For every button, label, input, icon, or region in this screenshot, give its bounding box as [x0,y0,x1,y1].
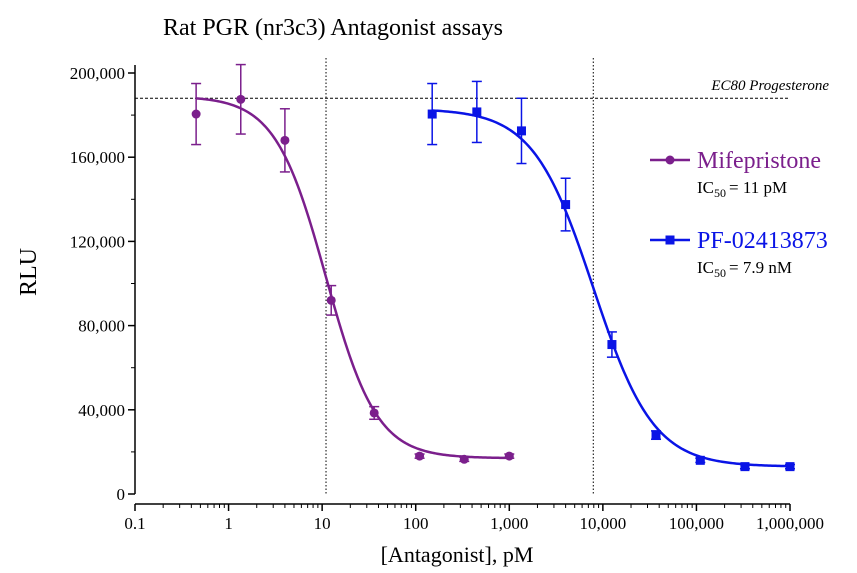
ic50-value-mifepristone: = 11 pM [729,178,787,197]
x-tick-label: 10 [314,514,331,533]
data-point [561,200,571,210]
ic50-label-mifepristone: IC50 = 11 pM [697,178,787,200]
legend-item-mifepristone: Mifepristone IC50 = 11 pM [650,148,821,200]
x-tick-label: 1 [224,514,233,533]
y-tick-label: 120,000 [70,232,125,251]
y-tick-label: 200,000 [70,64,125,83]
legend-item-pf-02413873: PF-02413873 IC50 = 7.9 nM [650,228,828,280]
fit-curve-pf-02413873 [432,109,791,468]
x-tick-label: 1,000 [490,514,528,533]
legend: Mifepristone IC50 = 11 pM PF-02413873 IC5… [650,148,828,280]
data-point [326,295,336,305]
legend-marker-mifepristone [665,155,675,165]
ic50-subscript: 50 [714,266,726,280]
data-point [280,135,290,145]
ec80-reference-label: EC80 Progesterone [710,78,829,94]
data-point [415,451,425,461]
series-layer [191,63,795,472]
series-pf-02413873 [427,80,795,472]
data-point [427,109,437,119]
legend-marker-pf-02413873 [665,235,675,245]
chart-title: Rat PGR (nr3c3) Antagonist assays [163,15,503,41]
fit-curve-mifepristone [196,97,510,460]
data-point [472,107,482,117]
y-tick-label: 0 [117,485,126,504]
data-point [459,454,469,464]
data-point [607,340,617,350]
reference-lines [135,58,790,494]
data-point [191,109,201,119]
ic50-label-pf-02413873: IC50 = 7.9 nM [697,258,792,280]
data-point [369,408,379,418]
ic50-value-pf-02413873: = 7.9 nM [729,258,792,277]
x-tick-label: 0.1 [124,514,145,533]
legend-label-pf-02413873: PF-02413873 [697,228,828,254]
data-point [236,94,246,104]
x-axis-label: [Antagonist], pM [381,542,534,567]
x-tick-label: 100 [403,514,429,533]
y-axis-label: RLU [16,248,42,296]
series-mifepristone [191,63,515,464]
legend-label-mifepristone: Mifepristone [697,148,821,174]
ic50-subscript: 50 [714,186,726,200]
data-point [695,455,705,465]
y-tick-label: 40,000 [78,401,125,420]
y-tick-label: 80,000 [78,317,125,336]
data-point [651,430,661,440]
data-point [740,462,750,472]
y-tick-label: 160,000 [70,148,125,167]
data-point [504,451,514,461]
x-tick-label: 10,000 [579,514,626,533]
axes: 0 40,000 80,000 120,000 160,000 200,000 0.1 1 10… [70,64,824,533]
data-point [516,126,526,136]
x-tick-label: 1,000,000 [756,514,824,533]
data-point [785,462,795,472]
x-tick-label: 100,000 [669,514,724,533]
